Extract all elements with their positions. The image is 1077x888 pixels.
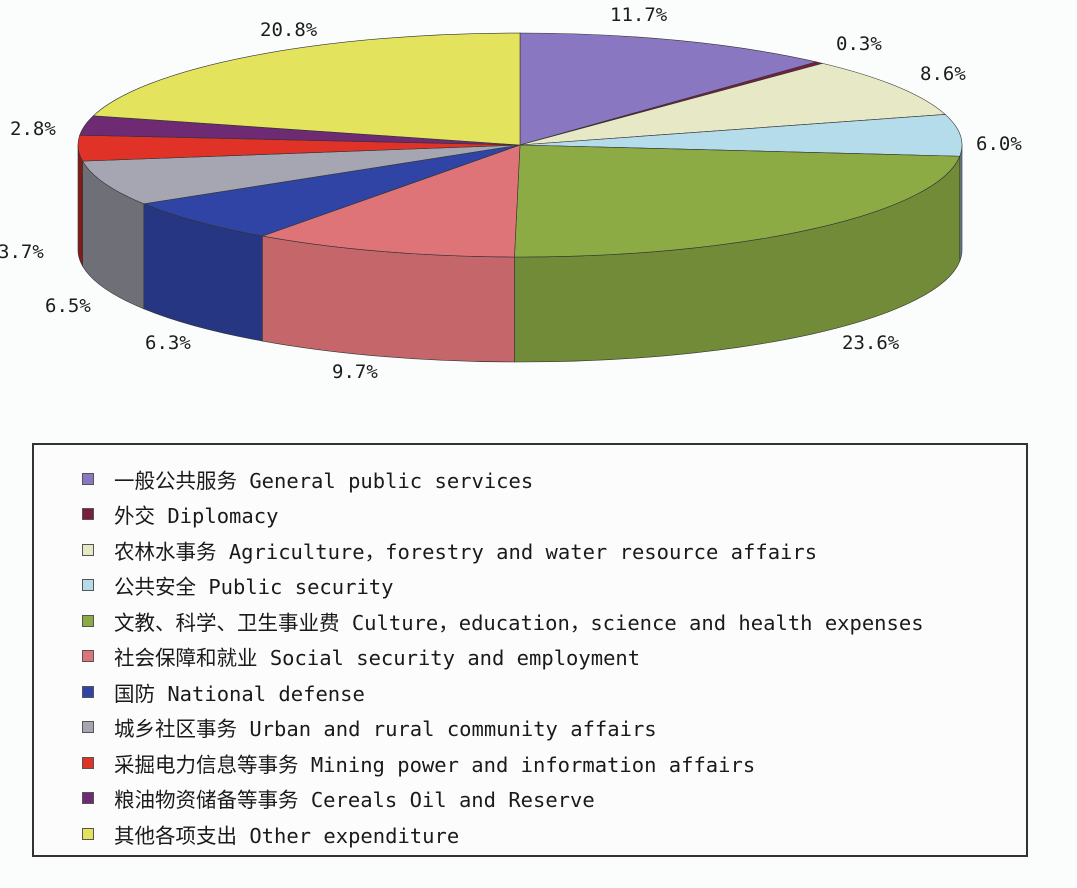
pie-label-agriculture-forestry-and-water-resource-affairs: 8.6% bbox=[920, 63, 966, 85]
legend-item: 文教、科学、卫生事业费 Culture，education，science an… bbox=[82, 603, 1026, 639]
legend-label: 农林水事务 Agriculture，forestry and water res… bbox=[114, 539, 818, 564]
legend-label: 采掘电力信息等事务 Mining power and information a… bbox=[114, 752, 756, 777]
legend-swatch bbox=[82, 472, 94, 485]
pie-label-urban-and-rural-community-affairs: 6.5% bbox=[45, 295, 91, 317]
legend-item: 一般公共服务 General public services bbox=[82, 461, 1026, 497]
legend-item: 外交 Diplomacy bbox=[82, 497, 1026, 533]
legend-label: 粮油物资储备等事务 Cereals Oil and Reserve bbox=[114, 788, 595, 813]
pie-label-diplomacy: 0.3% bbox=[836, 33, 882, 55]
legend-label: 公共安全 Public security bbox=[114, 575, 394, 600]
legend-swatch bbox=[82, 721, 94, 734]
legend-label: 其他各项支出 Other expenditure bbox=[114, 823, 460, 848]
pie-label-culture-education-science-and-health-expenses: 23.6% bbox=[842, 332, 900, 354]
pie-percent-labels: 11.7% 0.3% 8.6% 6.0% 23.6% 9.7% 6.3% 6.5% 3.7% 2.… bbox=[0, 4, 1022, 383]
pie-top-slices bbox=[77, 32, 963, 258]
pie-slice-agriculture-forestry-and-water-resource-affairs bbox=[519, 63, 946, 146]
pie-slice-other-expenditure bbox=[92, 32, 521, 146]
legend-item: 国防 National defense bbox=[82, 674, 1026, 710]
legend-item: 采掘电力信息等事务 Mining power and information a… bbox=[82, 745, 1026, 781]
legend-item: 农林水事务 Agriculture，forestry and water res… bbox=[82, 532, 1026, 568]
legend-swatch bbox=[82, 827, 94, 840]
legend-item: 社会保障和就业 Social security and employment bbox=[82, 639, 1026, 675]
pie-slice-culture-education-science-and-health-expenses bbox=[514, 144, 961, 258]
legend-label: 外交 Diplomacy bbox=[114, 504, 279, 529]
legend-label: 社会保障和就业 Social security and employment bbox=[114, 646, 641, 671]
pie-slice-national-defense bbox=[142, 144, 521, 237]
legend-label: 国防 National defense bbox=[114, 681, 365, 706]
pie-wall-mining-power-and-information-affairs bbox=[77, 144, 83, 268]
legend-swatch bbox=[82, 685, 94, 698]
pie-side-walls bbox=[77, 144, 963, 363]
legend-label: 文教、科学、卫生事业费 Culture，education，science an… bbox=[114, 610, 924, 635]
chart-legend: 一般公共服务 General public services 外交 Diplom… bbox=[32, 443, 1028, 857]
pie-chart: 11.7% 0.3% 8.6% 6.0% 23.6% 9.7% 6.3% 6.5% 3.7% 2.… bbox=[0, 4, 1022, 383]
legend-item: 其他各项支出 Other expenditure bbox=[82, 816, 1026, 852]
pie-label-national-defense: 6.3% bbox=[145, 332, 191, 354]
pie-label-public-security: 6.0% bbox=[976, 133, 1022, 155]
pie-label-social-security-and-employment: 9.7% bbox=[332, 361, 378, 383]
legend-swatch bbox=[82, 614, 94, 627]
legend-swatch bbox=[82, 508, 94, 521]
legend-swatch bbox=[82, 756, 94, 769]
pie-slice-social-security-and-employment bbox=[261, 144, 521, 258]
pie-label-general-public-services: 11.7% bbox=[610, 4, 668, 26]
legend-swatch bbox=[82, 650, 94, 663]
pie-slice-public-security bbox=[519, 114, 963, 157]
pie-slice-urban-and-rural-community-affairs bbox=[82, 144, 521, 205]
pie-label-other-expenditure: 20.8% bbox=[260, 19, 318, 41]
legend-item: 城乡社区事务 Urban and rural community affairs bbox=[82, 710, 1026, 746]
legend-item: 粮油物资储备等事务 Cereals Oil and Reserve bbox=[82, 781, 1026, 817]
legend-swatch bbox=[82, 543, 94, 556]
pie-label-cereals-oil-and-reserve: 2.8% bbox=[10, 118, 56, 140]
legend-label: 一般公共服务 General public services bbox=[114, 468, 534, 493]
legend-label: 城乡社区事务 Urban and rural community affairs bbox=[114, 717, 657, 742]
pie-wall-public-security bbox=[959, 144, 963, 262]
legend-swatch bbox=[82, 792, 94, 805]
legend-list: 一般公共服务 General public services 外交 Diplom… bbox=[34, 445, 1026, 852]
pie-label-mining-power-and-information-affairs: 3.7% bbox=[0, 241, 44, 263]
pie-slice-general-public-services bbox=[519, 32, 817, 146]
legend-item: 公共安全 Public security bbox=[82, 568, 1026, 604]
legend-swatch bbox=[82, 579, 94, 592]
